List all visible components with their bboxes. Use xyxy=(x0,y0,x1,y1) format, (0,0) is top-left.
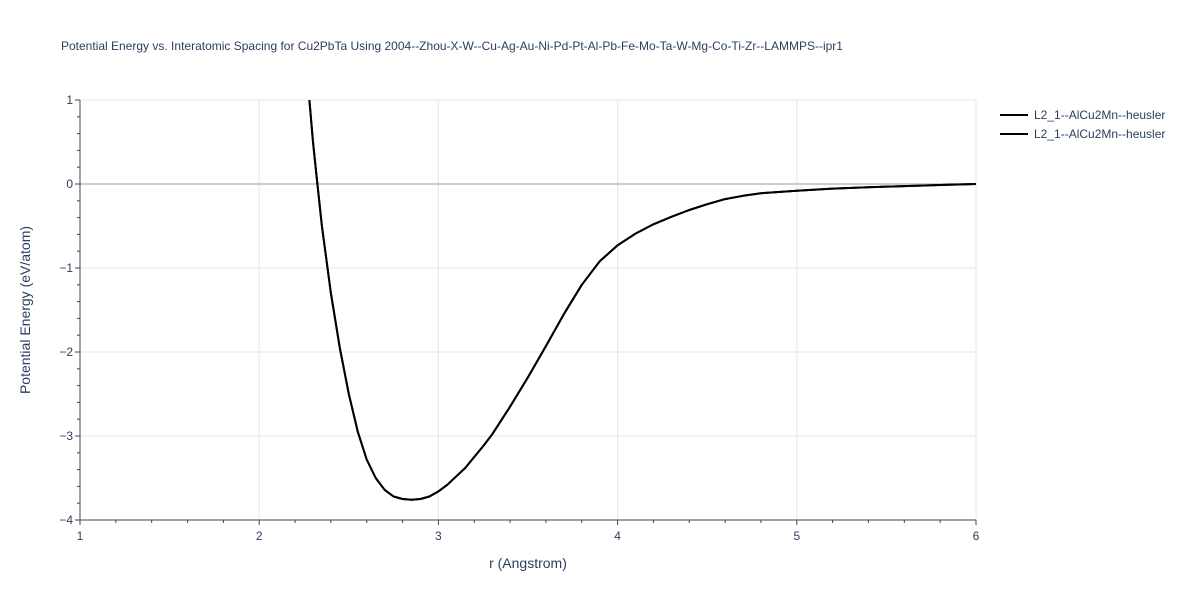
legend-item-1[interactable]: L2_1--AlCu2Mn--heusler xyxy=(1000,108,1165,122)
x-tick-label: 3 xyxy=(435,529,442,543)
legend[interactable]: L2_1--AlCu2Mn--heusler L2_1--AlCu2Mn--heu… xyxy=(1000,108,1165,141)
series-layer xyxy=(308,100,976,501)
x-tick-label: 2 xyxy=(256,529,263,543)
legend-label: L2_1--AlCu2Mn--heusler xyxy=(1034,108,1165,122)
x-tick-label: 1 xyxy=(77,529,84,543)
axes-layer xyxy=(75,99,977,525)
x-axis-title: r (Angstrom) xyxy=(489,555,567,571)
y-tick-label: −4 xyxy=(59,513,73,527)
grid-layer xyxy=(80,99,977,520)
series-line-2 xyxy=(308,100,976,501)
x-tick-label: 4 xyxy=(614,529,621,543)
y-tick-label: −3 xyxy=(59,429,73,443)
y-tick-label: 0 xyxy=(66,177,73,191)
y-axis-title: Potential Energy (eV/atom) xyxy=(17,226,33,394)
y-tick-label: 1 xyxy=(66,93,73,107)
y-tick-label: −1 xyxy=(59,261,73,275)
chart-title: Potential Energy vs. Interatomic Spacing… xyxy=(61,39,843,53)
x-tick-label: 5 xyxy=(793,529,800,543)
x-tick-label: 6 xyxy=(973,529,980,543)
legend-item-2[interactable]: L2_1--AlCu2Mn--heusler xyxy=(1000,127,1165,141)
ticks-layer: 1 2 3 4 5 6 1 0 −1 −2 −3 −4 xyxy=(59,93,979,543)
series-line-1 xyxy=(308,100,976,501)
y-tick-label: −2 xyxy=(59,345,73,359)
legend-label: L2_1--AlCu2Mn--heusler xyxy=(1034,127,1165,141)
